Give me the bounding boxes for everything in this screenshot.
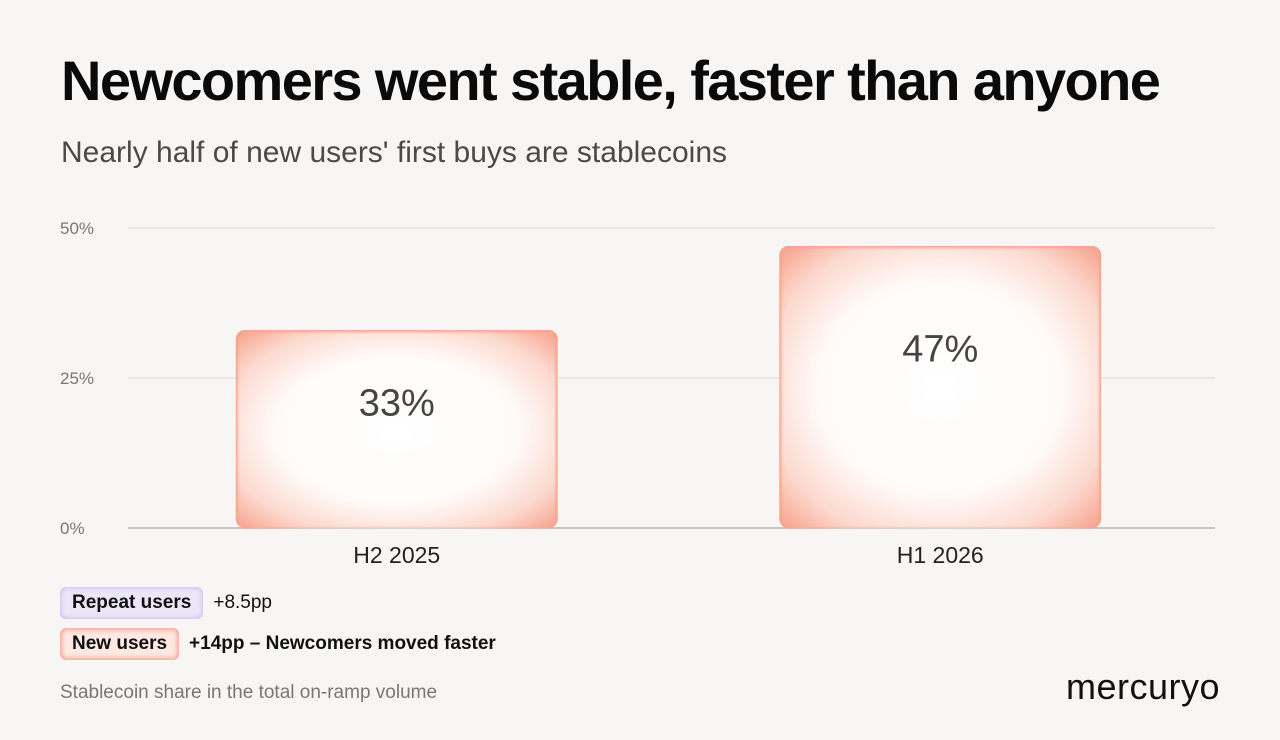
y-tick-label: 25% [60,369,94,388]
legend-repeat-users: Repeat users +8.5pp [60,585,272,621]
chart-title: Newcomers went stable, faster than anyon… [61,49,1161,112]
x-tick-label: H1 2026 [897,542,984,568]
bar-fill [237,332,556,528]
legend-new-users: New users +14pp – Newcomers moved faster [60,626,496,662]
chart-subtitle: Nearly half of new users' first buys are… [61,136,728,169]
legend-new-users-delta: +14pp – Newcomers moved faster [189,633,496,654]
x-tick-label: H2 2025 [353,542,440,568]
legend-repeat-users-delta: +8.5pp [213,592,272,613]
bar-value-label: 33% [359,382,435,424]
y-tick-label: 50% [60,219,94,238]
footnote: Stablecoin share in the total on-ramp vo… [60,682,438,703]
legend-new-users-pill: New users [60,628,180,660]
legend-repeat-users-pill: Repeat users [60,587,204,619]
bar-value-label: 47% [902,329,978,371]
y-tick-label: 0% [60,519,85,538]
brand-logo: mercuryo [1065,666,1220,707]
bar-fill [781,248,1100,528]
